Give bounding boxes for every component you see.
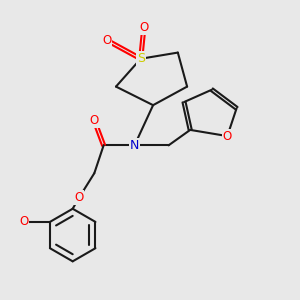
Text: O: O [223, 130, 232, 142]
Text: O: O [139, 21, 148, 34]
Text: N: N [130, 139, 139, 152]
Text: O: O [90, 114, 99, 127]
Text: O: O [19, 215, 28, 228]
Text: S: S [137, 52, 145, 65]
Text: O: O [102, 34, 111, 47]
Text: O: O [74, 191, 83, 204]
